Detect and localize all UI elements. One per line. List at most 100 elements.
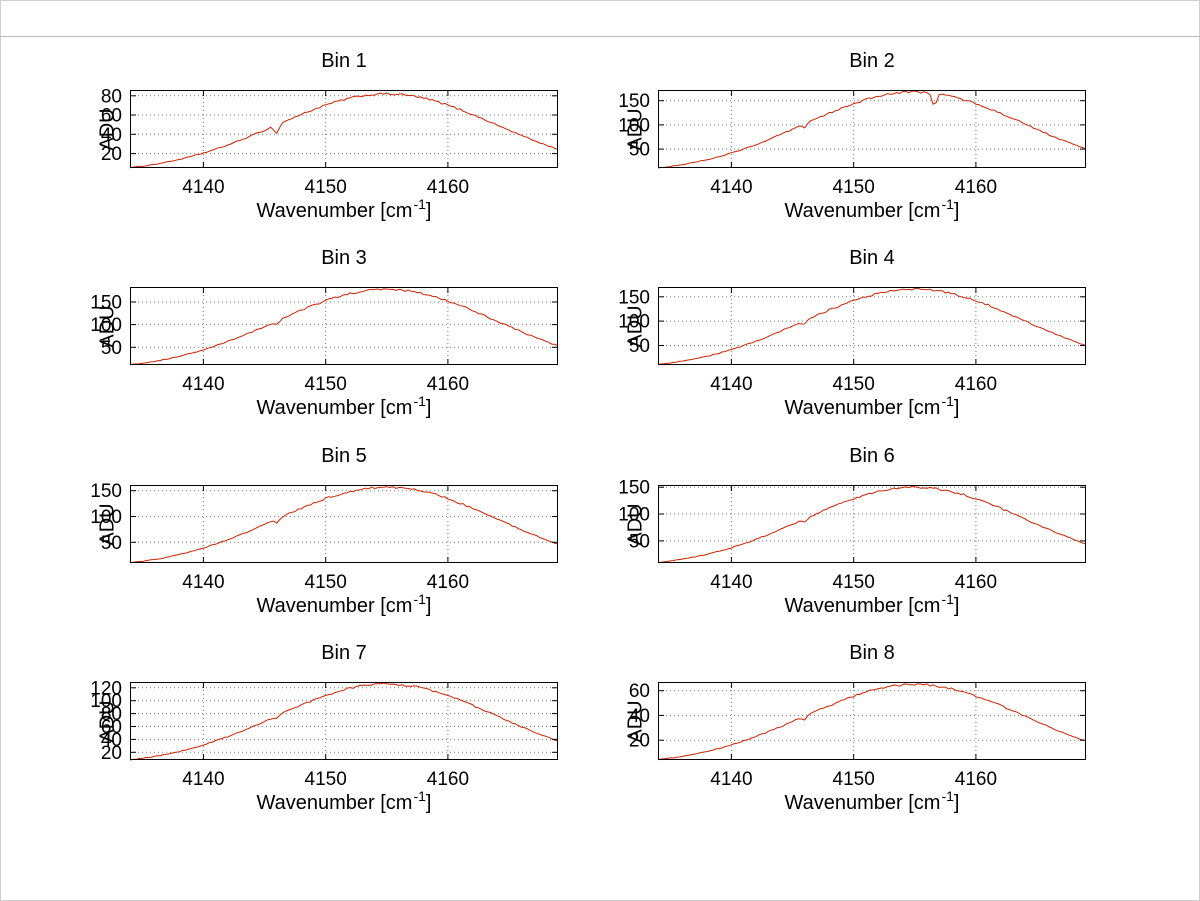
svg-text:4140: 4140 [182, 769, 224, 790]
y-axis-label-text: ADU [624, 502, 647, 546]
svg-text:40: 40 [101, 125, 122, 146]
x-axis-label-text: Wavenumber [cm [256, 397, 413, 419]
svg-text:40: 40 [101, 730, 122, 751]
subplot-bin-7: 20 40 60 80 100 120 4140 4150 4160 Bin 7 ADU Wav… [60, 638, 572, 834]
data-line [129, 486, 559, 564]
plot-title: Bin 5 [321, 445, 367, 467]
svg-text:4160: 4160 [427, 177, 469, 198]
x-axis-label-superscript: -1 [413, 591, 426, 607]
y-axis-label-text: ADU [96, 107, 119, 151]
axis-frame [130, 287, 558, 365]
svg-text:4160: 4160 [427, 572, 469, 593]
x-axis-label: Wavenumber [cm-1] [658, 196, 1086, 223]
plot-canvas: 50 100 150 4140 4150 4160 [618, 90, 1087, 198]
x-axis-label-text: Wavenumber [cm [784, 397, 941, 419]
figure-top-border [0, 36, 1200, 37]
x-axis-label-superscript: -1 [413, 196, 426, 212]
plot-canvas: 50 100 150 4140 4150 4160 [618, 478, 1087, 593]
plot-canvas: 50 100 150 4140 4150 4160 [90, 481, 559, 593]
axis-frame [658, 90, 1086, 168]
x-axis-label-close: ] [425, 200, 432, 222]
x-axis-label-close: ] [425, 792, 432, 814]
y-axis-label: ADU [616, 90, 656, 168]
x-axis-label-superscript: -1 [941, 788, 954, 804]
x-axis-label: Wavenumber [cm-1] [130, 393, 558, 420]
plot-area: 50 100 150 4140 4150 4160 [588, 243, 1100, 439]
gridlines [130, 287, 558, 365]
x-axis-label-text: Wavenumber [cm [784, 595, 941, 617]
y-axis-label: ADU [88, 485, 128, 563]
svg-text:60: 60 [101, 717, 122, 738]
plot-title: Bin 1 [321, 50, 367, 72]
svg-text:150: 150 [90, 481, 122, 502]
axis-frame [130, 485, 558, 563]
gridlines [130, 90, 558, 168]
svg-text:150: 150 [618, 287, 650, 308]
axis-frame [658, 485, 1086, 563]
svg-text:4140: 4140 [182, 572, 224, 593]
svg-text:50: 50 [101, 338, 122, 359]
x-axis-label-text: Wavenumber [cm [256, 792, 413, 814]
plot-title: Bin 6 [849, 445, 895, 467]
y-axis-label-text: ADU [96, 304, 119, 348]
svg-text:50: 50 [629, 336, 650, 357]
x-axis-label-superscript: -1 [413, 788, 426, 804]
subplot-bin-3: 50 100 150 4140 4150 4160 Bin 3 ADU Wavenumbe… [60, 243, 572, 439]
svg-text:150: 150 [618, 91, 650, 112]
plot-area: 50 100 150 4140 4150 4160 [60, 243, 572, 439]
y-axis-label-text: ADU [96, 699, 119, 743]
y-axis-label: ADU [88, 287, 128, 365]
plot-title: Bin 2 [849, 50, 895, 72]
x-axis-label-text: Wavenumber [cm [784, 200, 941, 222]
svg-text:4150: 4150 [833, 374, 875, 395]
svg-text:60: 60 [101, 106, 122, 127]
y-axis-label: ADU [616, 485, 656, 563]
svg-text:4140: 4140 [710, 177, 752, 198]
svg-text:80: 80 [101, 704, 122, 725]
data-line [129, 92, 559, 169]
x-axis-label: Wavenumber [cm-1] [130, 788, 558, 815]
y-axis-label: ADU [616, 682, 656, 760]
y-axis-label: ADU [88, 90, 128, 168]
svg-text:4140: 4140 [710, 572, 752, 593]
x-axis-label: Wavenumber [cm-1] [658, 393, 1086, 420]
x-axis-label-text: Wavenumber [cm [256, 595, 413, 617]
x-axis-label-superscript: -1 [413, 393, 426, 409]
plot-title: Bin 8 [849, 642, 895, 664]
svg-text:4160: 4160 [955, 769, 997, 790]
svg-text:4140: 4140 [710, 374, 752, 395]
svg-text:4150: 4150 [833, 769, 875, 790]
svg-text:80: 80 [101, 86, 122, 107]
svg-text:4140: 4140 [182, 374, 224, 395]
x-axis-label-superscript: -1 [941, 591, 954, 607]
x-axis-label-text: Wavenumber [cm [256, 200, 413, 222]
y-axis-label: ADU [88, 682, 128, 760]
gridlines [658, 682, 1086, 760]
subplot-bin-2: 50 100 150 4140 4150 4160 Bin 2 ADU Wavenumbe… [588, 46, 1100, 242]
svg-text:4160: 4160 [427, 374, 469, 395]
plot-title: Bin 3 [321, 247, 367, 269]
svg-text:4150: 4150 [305, 769, 347, 790]
y-axis-label-text: ADU [624, 304, 647, 348]
plot-area: 50 100 150 4140 4150 4160 [588, 441, 1100, 637]
x-axis-label-close: ] [953, 200, 960, 222]
axis-frame [658, 682, 1086, 760]
x-axis-label: Wavenumber [cm-1] [658, 591, 1086, 618]
plot-area: 20 40 60 4140 4150 4160 [588, 638, 1100, 834]
x-axis-label: Wavenumber [cm-1] [130, 591, 558, 618]
x-axis-label-text: Wavenumber [cm [784, 792, 941, 814]
svg-text:20: 20 [629, 731, 650, 752]
x-axis-label-close: ] [953, 397, 960, 419]
plot-canvas: 20 40 60 4140 4150 4160 [629, 681, 1087, 790]
gridlines [658, 485, 1086, 563]
plot-area: 20 40 60 80 100 120 4140 4150 4160 [60, 638, 572, 834]
x-axis-label-close: ] [425, 595, 432, 617]
subplot-bin-8: 20 40 60 4140 4150 4160 Bin 8 ADU Wavenumber … [588, 638, 1100, 834]
